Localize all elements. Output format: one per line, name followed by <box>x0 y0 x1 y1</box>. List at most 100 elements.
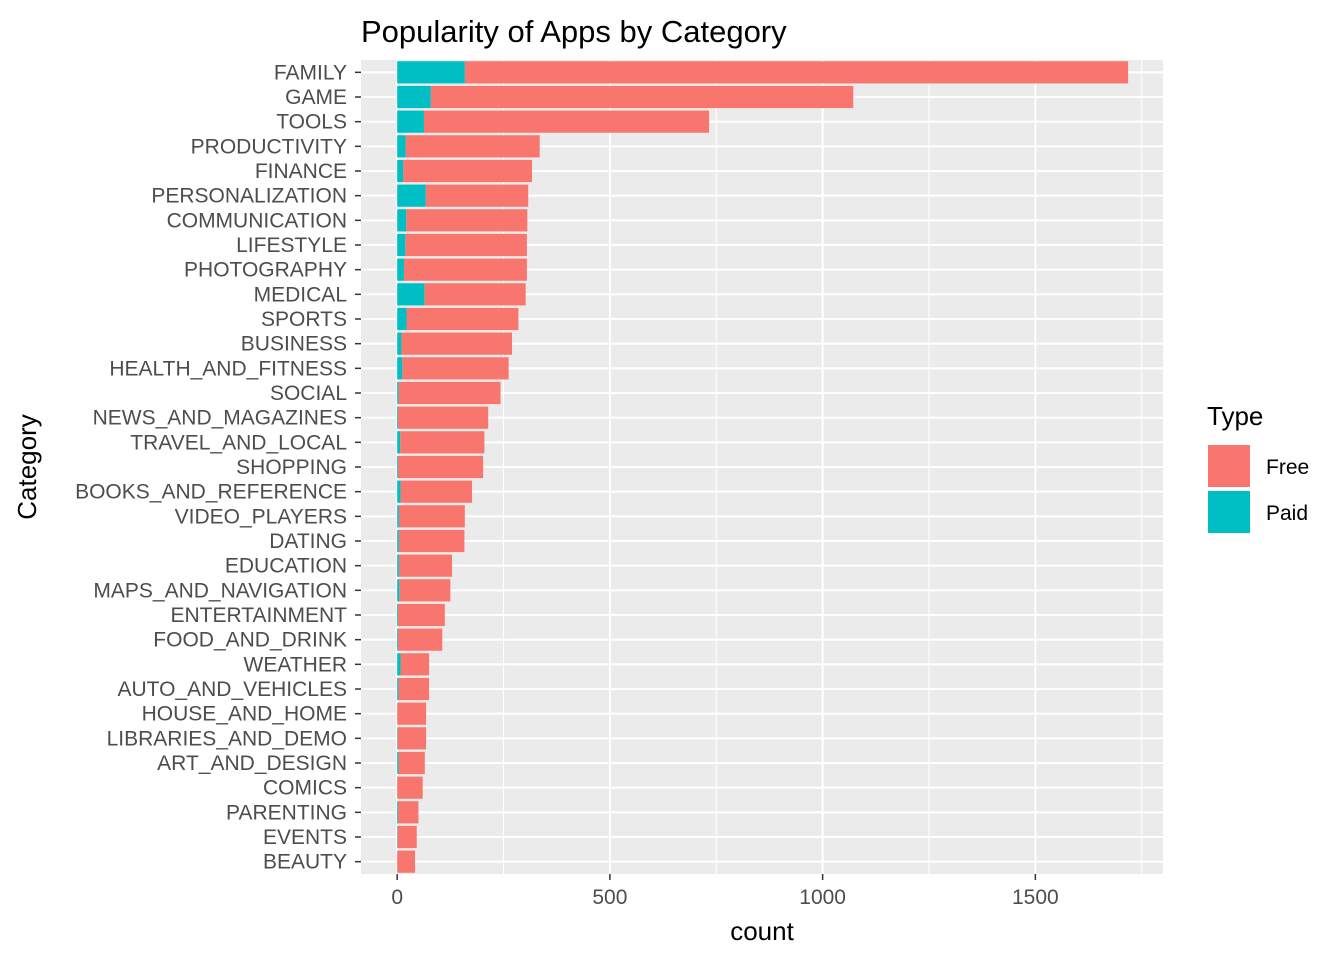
bar-paid <box>397 455 399 479</box>
bar-free <box>430 85 854 109</box>
bar-free <box>397 825 417 849</box>
bar-free <box>397 727 427 750</box>
x-tick-label: 1500 <box>1012 886 1059 909</box>
bar-free <box>405 233 527 257</box>
category-label: EDUCATION <box>225 555 347 578</box>
bar-free <box>400 653 430 676</box>
bar-paid <box>397 751 399 775</box>
legend-title: Type <box>1207 401 1263 431</box>
category-label: PHOTOGRAPHY <box>184 259 347 282</box>
bar-paid <box>397 801 399 824</box>
bar-paid <box>397 307 407 331</box>
bar-free <box>397 850 416 873</box>
bar-free <box>398 751 425 775</box>
category-label: COMMUNICATION <box>167 209 347 232</box>
bar-free <box>400 480 473 503</box>
category-label: BOOKS_AND_REFERENCE <box>75 481 347 504</box>
bar-free <box>406 209 528 232</box>
category-label: PARENTING <box>226 801 347 824</box>
bar-paid <box>397 209 407 232</box>
bar-paid <box>397 184 426 207</box>
bar-paid <box>397 603 399 627</box>
chart-title: Popularity of Apps by Category <box>361 14 787 49</box>
category-label: PERSONALIZATION <box>151 185 347 208</box>
bar-paid <box>397 554 399 577</box>
category-label: AUTO_AND_VEHICLES <box>117 678 347 701</box>
category-label: SOCIAL <box>270 382 347 405</box>
bar-paid <box>397 283 425 306</box>
bar-free <box>399 579 451 602</box>
category-label: COMICS <box>263 777 347 800</box>
bar-free <box>406 307 519 331</box>
bar-free <box>398 455 484 479</box>
bar-free <box>402 357 509 380</box>
bar-free <box>398 406 489 429</box>
bar-paid <box>397 381 399 405</box>
bar-paid <box>397 159 404 183</box>
category-label: PRODUCTIVITY <box>191 135 347 158</box>
bar-free <box>403 258 527 281</box>
bar-free <box>397 702 427 725</box>
bar-paid <box>397 332 402 355</box>
bar-paid <box>397 677 399 701</box>
x-tick-label: 0 <box>391 886 403 909</box>
legend-swatch-paid <box>1208 491 1250 533</box>
bar-free <box>398 505 465 528</box>
bar-free <box>403 159 533 183</box>
bar-free <box>401 332 513 355</box>
category-label: SHOPPING <box>236 456 347 479</box>
category-label: LIBRARIES_AND_DEMO <box>107 727 347 750</box>
bar-free <box>424 283 526 306</box>
bar-paid <box>397 653 401 676</box>
bar-free <box>405 135 540 158</box>
bar-free <box>425 184 529 207</box>
category-label: FAMILY <box>274 61 347 84</box>
category-label: NEWS_AND_MAGAZINES <box>93 407 347 430</box>
bar-paid <box>397 85 431 109</box>
bar-paid <box>397 579 400 602</box>
bar-free <box>398 628 443 651</box>
x-axis-title: count <box>730 916 794 946</box>
category-label: HEALTH_AND_FITNESS <box>109 357 347 380</box>
bar-paid <box>397 135 406 158</box>
x-tick-label: 1000 <box>799 886 846 909</box>
legend-label-free: Free <box>1266 456 1309 479</box>
bar-free <box>398 529 465 553</box>
category-label: BEAUTY <box>263 851 347 874</box>
bar-free <box>400 431 485 454</box>
category-label: GAME <box>285 86 347 109</box>
category-label: EVENTS <box>263 826 347 849</box>
bar-paid <box>397 628 399 651</box>
x-tick-label: 500 <box>592 886 627 909</box>
bar-paid <box>397 61 465 84</box>
category-label: HOUSE_AND_HOME <box>142 703 347 726</box>
category-label: BUSINESS <box>241 333 347 356</box>
legend-swatch-free <box>1208 445 1250 487</box>
legend: Type Free Paid <box>1207 401 1309 533</box>
bars <box>397 61 1129 873</box>
y-axis-title: Category <box>12 414 42 520</box>
bar-paid <box>397 431 401 454</box>
category-label: TOOLS <box>276 111 347 134</box>
bar-paid <box>397 357 403 380</box>
category-label: ART_AND_DESIGN <box>157 752 347 775</box>
category-label: FINANCE <box>255 160 347 183</box>
bar-paid <box>397 406 399 429</box>
category-label: TRAVEL_AND_LOCAL <box>130 431 347 454</box>
bar-free <box>398 603 445 627</box>
bar-free <box>398 554 453 577</box>
category-label: VIDEO_PLAYERS <box>175 505 347 528</box>
bar-free <box>397 776 423 799</box>
bar-paid <box>397 505 399 528</box>
category-label: DATING <box>269 530 347 553</box>
y-axis: FAMILYGAMETOOLSPRODUCTIVITYFINANCEPERSON… <box>75 61 361 874</box>
x-axis: 0 500 1000 1500 <box>391 874 1059 909</box>
category-label: FOOD_AND_DRINK <box>153 629 347 652</box>
bar-free <box>398 381 501 405</box>
bar-free <box>464 61 1129 84</box>
bar-free <box>423 110 710 133</box>
bar-paid <box>397 480 401 503</box>
category-label: MEDICAL <box>254 283 347 306</box>
category-label: LIFESTYLE <box>236 234 347 257</box>
